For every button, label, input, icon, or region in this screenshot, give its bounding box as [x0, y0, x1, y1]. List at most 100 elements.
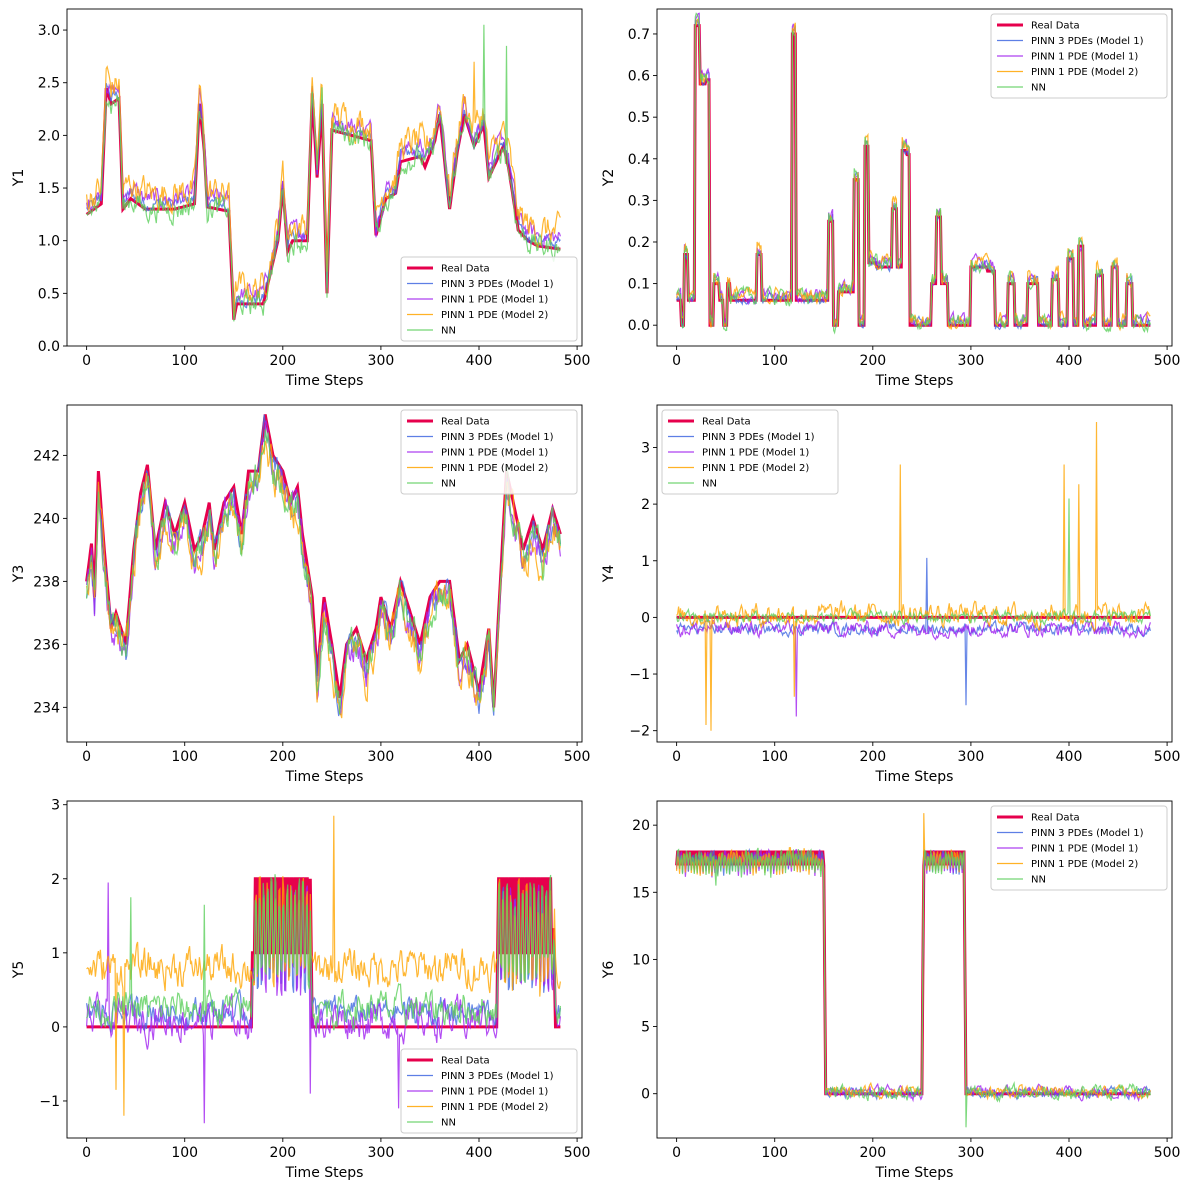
- x-tick-label: 100: [761, 1145, 788, 1161]
- series-nn: [676, 498, 1151, 627]
- y-axis-label: Y2: [601, 169, 617, 187]
- x-tick-label: 200: [269, 353, 296, 369]
- legend-label: NN: [1031, 875, 1046, 886]
- legend-label: PINN 1 PDE (Model 2): [441, 1102, 548, 1113]
- legend-label: NN: [441, 479, 456, 490]
- x-tick-label: 500: [564, 353, 591, 369]
- legend-label: PINN 3 PDEs (Model 1): [441, 279, 554, 290]
- x-tick-label: 0: [672, 353, 681, 369]
- legend: Real Data PINN 3 PDEs (Model 1) PINN 1 PDE…: [400, 409, 578, 495]
- axes-frame: [656, 404, 1173, 743]
- y-tick-label: 10: [632, 952, 650, 968]
- legend-label: Real Data: [1031, 21, 1080, 32]
- y-tick-label: 238: [33, 574, 60, 590]
- y-tick-label: 236: [33, 637, 60, 653]
- series-pinn-1-pde-model-1: [86, 882, 561, 1124]
- y-tick-label: 1.0: [38, 234, 60, 250]
- legend-label: PINN 1 PDE (Model 1): [1031, 844, 1138, 855]
- x-tick-label: 0: [82, 749, 91, 765]
- legend: Real Data PINN 3 PDEs (Model 1) PINN 1 PDE…: [990, 805, 1168, 891]
- legend-label: PINN 1 PDE (Model 1): [441, 295, 548, 306]
- series-nn: [86, 24, 561, 322]
- series-nn: [676, 12, 1151, 335]
- y-axis-label: Y3: [11, 565, 27, 583]
- x-tick-label: 300: [958, 353, 985, 369]
- legend-label: Real Data: [441, 1056, 490, 1067]
- legend: Real Data PINN 3 PDEs (Model 1) PINN 1 PDE…: [990, 13, 1168, 99]
- legend-label: Real Data: [702, 417, 751, 428]
- y-tick-label: 2.0: [38, 128, 60, 144]
- x-tick-label: 100: [171, 1145, 198, 1161]
- x-tick-label: 0: [672, 1145, 681, 1161]
- legend-box: [400, 256, 578, 342]
- panel-y1: 0 100 200 300 400 500 0.0 0.5 1.0 1.5 2.0 2.5 3.0 Tim…: [11, 8, 591, 389]
- x-tick-label: 100: [761, 353, 788, 369]
- y-tick-label: −2: [629, 724, 650, 740]
- y-tick-label: −1: [629, 667, 650, 683]
- legend-label: PINN 1 PDE (Model 1): [441, 448, 548, 459]
- legend-label: PINN 1 PDE (Model 1): [702, 448, 809, 459]
- y-tick-label: 3: [641, 440, 650, 456]
- x-tick-label: 500: [1154, 353, 1181, 369]
- legend-label: PINN 3 PDEs (Model 1): [441, 432, 554, 443]
- x-tick-label: 300: [368, 353, 395, 369]
- x-tick-label: 0: [82, 1145, 91, 1161]
- y-tick-label: 2.5: [38, 76, 60, 92]
- axes-frame: [656, 8, 1173, 347]
- legend-label: PINN 1 PDE (Model 2): [1031, 859, 1138, 870]
- y-tick-label: 0.2: [628, 235, 650, 251]
- y-tick-label: 15: [632, 885, 650, 901]
- y-tick-label: 0.0: [38, 339, 60, 355]
- x-axis-label: Time Steps: [285, 769, 364, 785]
- x-tick-label: 200: [269, 1145, 296, 1161]
- legend-label: NN: [441, 1118, 456, 1129]
- y-tick-label: 3.0: [38, 23, 60, 39]
- y-tick-label: 0.6: [628, 69, 650, 85]
- legend-label: NN: [1031, 83, 1046, 94]
- y-tick-label: 2: [641, 497, 650, 513]
- axes-frame: [656, 800, 1173, 1139]
- panel-y3: 0 100 200 300 400 500 234 236 238 240 242 Time Step…: [11, 404, 591, 785]
- legend-label: NN: [702, 479, 717, 490]
- x-tick-label: 400: [1056, 749, 1083, 765]
- y-tick-label: 0.4: [628, 152, 650, 168]
- legend-label: PINN 1 PDE (Model 2): [441, 463, 548, 474]
- y-tick-label: 5: [641, 1020, 650, 1036]
- x-tick-label: 0: [82, 353, 91, 369]
- x-tick-label: 200: [859, 1145, 886, 1161]
- x-tick-label: 200: [859, 353, 886, 369]
- panel-y6: 0 100 200 300 400 500 0 5 10 15 20 Time Steps Y6 Real…: [601, 800, 1180, 1181]
- y-tick-label: 0: [51, 1020, 60, 1036]
- legend: Real Data PINN 3 PDEs (Model 1) PINN 1 PDE…: [661, 409, 839, 495]
- axes-frame: [66, 8, 583, 347]
- x-axis-label: Time Steps: [285, 373, 364, 389]
- x-tick-label: 100: [171, 749, 198, 765]
- x-tick-label: 200: [859, 749, 886, 765]
- y-tick-label: 0.7: [628, 27, 650, 43]
- legend-label: Real Data: [441, 417, 490, 428]
- y-tick-label: 2: [51, 872, 60, 888]
- x-axis-label: Time Steps: [875, 373, 954, 389]
- series-pinn-1-pde-model-2: [86, 815, 561, 1116]
- legend: Real Data PINN 3 PDEs (Model 1) PINN 1 PDE…: [400, 1048, 578, 1134]
- series-pinn-3-pdes-model-1: [86, 886, 561, 1033]
- legend-label: PINN 3 PDEs (Model 1): [1031, 36, 1144, 47]
- x-axis-label: Time Steps: [875, 769, 954, 785]
- x-tick-label: 300: [958, 1145, 985, 1161]
- y-tick-label: 240: [33, 511, 60, 527]
- y-axis-label: Y5: [11, 961, 27, 979]
- series-nn: [86, 429, 561, 715]
- y-tick-label: 0: [641, 1087, 650, 1103]
- x-tick-label: 300: [368, 1145, 395, 1161]
- legend-label: PINN 3 PDEs (Model 1): [441, 1071, 554, 1082]
- x-tick-label: 500: [564, 749, 591, 765]
- x-tick-label: 100: [171, 353, 198, 369]
- x-tick-label: 400: [466, 353, 493, 369]
- y-tick-label: 242: [33, 448, 60, 464]
- y-tick-label: 0: [641, 610, 650, 626]
- legend-label: PINN 1 PDE (Model 2): [702, 463, 809, 474]
- y-tick-label: 0.0: [628, 318, 650, 334]
- legend-label: PINN 3 PDEs (Model 1): [702, 432, 815, 443]
- x-axis-label: Time Steps: [875, 1165, 954, 1181]
